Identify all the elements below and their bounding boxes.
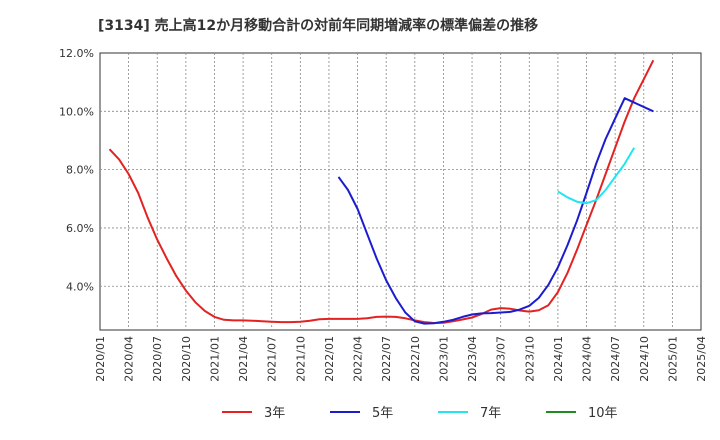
x-tick-label: 2021/07 [266, 336, 279, 382]
x-tick-label: 2020/07 [151, 336, 164, 382]
y-tick-label: 4.0% [66, 280, 94, 293]
x-tick-label: 2024/01 [552, 336, 565, 382]
y-tick-label: 6.0% [66, 222, 94, 235]
y-tick-label: 10.0% [59, 105, 94, 118]
x-tick-label: 2022/07 [380, 336, 393, 382]
legend-label: 7年 [480, 406, 501, 421]
x-tick-label: 2021/10 [294, 336, 307, 382]
x-tick-label: 2021/01 [208, 336, 221, 382]
x-tick-label: 2023/04 [466, 336, 479, 382]
x-tick-label: 2024/04 [581, 336, 594, 382]
x-tick-label: 2023/01 [437, 336, 450, 382]
x-tick-label: 2023/10 [523, 336, 536, 382]
x-tick-label: 2020/10 [180, 336, 193, 382]
x-axis-tick-labels: 2020/01 2020/04 2020/07 2020/10 2021/01 2021/… [94, 336, 708, 382]
y-axis-tick-labels: 4.0% 6.0% 8.0% 10.0% 12.0% [59, 47, 94, 293]
series-line-7年 [557, 147, 636, 205]
y-tick-label: 12.0% [59, 47, 94, 60]
x-tick-label: 2025/01 [666, 336, 679, 382]
y-tick-label: 8.0% [66, 164, 94, 177]
series-line-5年 [337, 97, 654, 325]
legend-label: 10年 [588, 406, 618, 421]
series-lines [108, 59, 655, 325]
chart-title: [3134] 売上高12か月移動合計の対前年同期増減率の標準偏差の推移 [98, 17, 538, 34]
x-tick-label: 2023/07 [495, 336, 508, 382]
x-tick-label: 2022/10 [409, 336, 422, 382]
series-line-3年 [108, 59, 655, 324]
x-tick-label: 2021/04 [237, 336, 250, 382]
x-tick-label: 2022/01 [323, 336, 336, 382]
x-tick-label: 2022/04 [352, 336, 365, 382]
x-tick-label: 2024/07 [609, 336, 622, 382]
x-tick-label: 2020/01 [94, 336, 107, 382]
legend-label: 5年 [372, 406, 393, 421]
x-tick-label: 2025/04 [695, 336, 708, 382]
plot-area [99, 52, 702, 331]
x-tick-label: 2020/04 [123, 336, 136, 382]
legend-label: 3年 [264, 406, 285, 421]
grid-lines [100, 53, 701, 330]
legend: 3年 5年 7年 10年 [222, 406, 618, 421]
x-tick-label: 2024/10 [638, 336, 651, 382]
